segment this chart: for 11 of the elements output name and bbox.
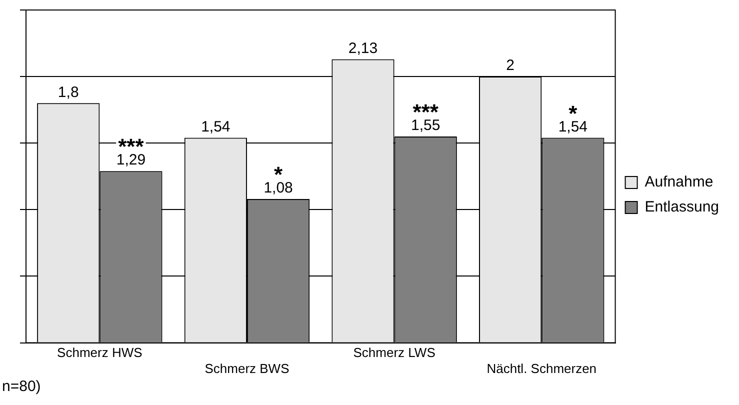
text: n=80)	[2, 378, 41, 395]
x-tick-label: Schmerz LWS	[353, 345, 436, 360]
x-tick-label: Schmerz BWS	[204, 360, 290, 376]
data-label: 1,8	[58, 84, 79, 101]
data-label: 2,13	[348, 40, 378, 57]
data-label: 2	[506, 57, 514, 74]
legend-label: Entlassung	[644, 198, 719, 216]
x-tick-label: Nächtl. Schmerzen	[486, 360, 597, 376]
x-tick-label: Schmerz HWS	[57, 345, 143, 360]
legend-label: Aufnahme	[644, 174, 714, 191]
data-label: 1,54	[201, 118, 230, 136]
